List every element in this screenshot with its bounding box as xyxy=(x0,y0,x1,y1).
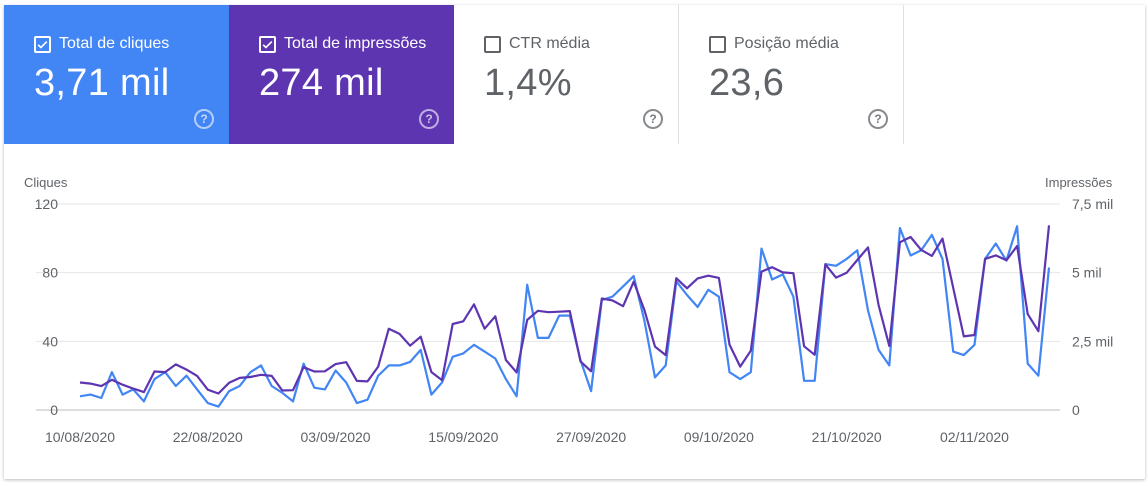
checkbox-unchecked-icon[interactable] xyxy=(709,35,726,53)
x-tick-label: 03/09/2020 xyxy=(301,429,371,445)
metric-value: 3,71 mil xyxy=(34,62,170,104)
left-axis-title: Cliques xyxy=(24,175,68,190)
y-right-tick-label: 5 mil xyxy=(1072,265,1102,281)
metric-value: 274 mil xyxy=(259,62,384,104)
right-axis-title: Impressões xyxy=(1045,175,1113,190)
x-tick-label: 02/11/2020 xyxy=(940,429,1009,445)
y-right-tick-label: 2,5 mil xyxy=(1072,333,1113,349)
impressions-series-line xyxy=(79,225,1051,395)
x-tick-label: 21/10/2020 xyxy=(812,429,882,445)
question-circle-icon[interactable]: ? xyxy=(643,109,663,129)
question-circle-icon[interactable]: ? xyxy=(419,109,439,129)
metric-tile-clicks[interactable]: Total de cliques 3,71 mil ? xyxy=(4,5,229,144)
x-tick-label: 15/09/2020 xyxy=(428,429,498,445)
x-tick-label: 10/08/2020 xyxy=(45,429,115,445)
y-left-tick-label: 120 xyxy=(35,196,59,212)
metric-tiles: Total de cliques 3,71 mil ? Total de imp… xyxy=(4,5,904,144)
metric-value: 23,6 xyxy=(709,62,785,104)
x-tick-label: 09/10/2020 xyxy=(684,429,754,445)
y-right-tick-label: 7,5 mil xyxy=(1072,196,1113,212)
metric-value: 1,4% xyxy=(484,62,572,104)
metric-tile-ctr[interactable]: CTR média 1,4% ? xyxy=(454,5,679,144)
checkbox-checked-icon[interactable] xyxy=(34,35,51,53)
y-right-tick-label: 0 xyxy=(1072,402,1080,418)
checkbox-checked-icon[interactable] xyxy=(259,35,276,53)
x-tick-label: 22/08/2020 xyxy=(173,429,243,445)
y-left-tick-label: 0 xyxy=(50,402,58,418)
question-circle-icon[interactable]: ? xyxy=(194,109,214,129)
y-left-tick-label: 80 xyxy=(42,265,58,281)
y-left-tick-label: 40 xyxy=(42,333,58,349)
question-circle-icon[interactable]: ? xyxy=(868,109,888,129)
clicks-series-line xyxy=(79,225,1051,408)
x-tick-label: 27/09/2020 xyxy=(556,429,626,445)
checkbox-unchecked-icon[interactable] xyxy=(484,35,501,53)
metric-tile-position[interactable]: Posição média 23,6 ? xyxy=(679,5,904,144)
metric-tile-impressions[interactable]: Total de impressões 274 mil ? xyxy=(229,5,454,144)
